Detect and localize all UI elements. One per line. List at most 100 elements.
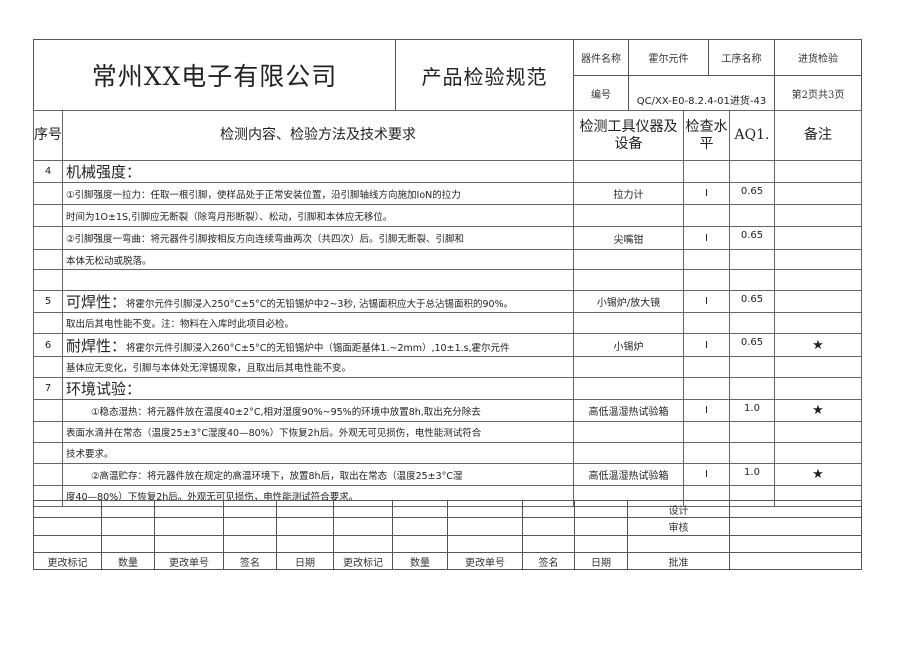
table-row: 本体无松动或脱落。: [33, 249, 862, 270]
seq-number: [33, 204, 63, 227]
level-cell: I: [683, 182, 730, 205]
requirement-text: ①稳态湿热：将元器件放在温度40±2°C,相对湿度90%~95%的环境中放置8h…: [91, 406, 481, 418]
requirement-text: 取出后其电性能不变。注：物料在入库时此项目必检。: [66, 319, 295, 330]
content-cell: 技术要求。: [62, 442, 574, 464]
revision-label: 更改标记: [33, 552, 102, 570]
col-level: 检查水平: [683, 110, 730, 161]
level-cell: I: [683, 226, 730, 250]
revision-cell: [574, 535, 628, 553]
requirement-text: ①引脚强度一拉力：任取一根引脚，使样品处于正常安装位置，沿引脚轴线方向施加IoN…: [66, 189, 461, 201]
level-cell: [683, 442, 730, 464]
tool-cell: 小锡炉: [573, 333, 684, 357]
table-row: 取出后其电性能不变。注：物料在入库时此项目必检。: [33, 312, 862, 334]
seq-number: [33, 463, 63, 486]
requirement-text: 将霍尔元件引脚浸入250°C±5°C的无铅锡炉中2~3秒, 沾锡面积应大于总沾锡…: [126, 299, 514, 310]
aql-cell: [729, 377, 775, 400]
revision-cell: [276, 535, 334, 553]
requirement-text: 本体无松动或脱落。: [66, 255, 152, 267]
aql-cell: [729, 421, 775, 443]
requirement-text: ②引脚强度一弯曲：将元器件引脚按相反方向连续弯曲两次（共四次）后。引脚无断裂、引…: [66, 234, 465, 245]
seq-number: [33, 312, 63, 334]
revision-cell: [154, 517, 224, 536]
revision-label: 数量: [101, 552, 155, 570]
tool-cell: 高低温湿热试验箱: [573, 463, 684, 486]
table-row: 7 环境试验：: [33, 377, 862, 400]
tool-cell: 小锡炉/放大镜: [573, 290, 684, 313]
revision-cell: [447, 535, 523, 553]
requirement-text: 度40—80%）下恢复2h后。外观无可见损伤，电性能测试符合要求。: [66, 492, 359, 503]
revision-cell: [101, 500, 155, 518]
revision-footer: 设计 审核 更改标记 数量 更改单号 签名 日期 更改标记 数量 更改单号 签名 日期 批准: [33, 500, 862, 570]
remark-cell: [774, 269, 862, 291]
revision-label: 签名: [223, 552, 277, 570]
table-row: ①稳态湿热：将元器件放在温度40±2°C,相对湿度90%~95%的环境中放置8h…: [33, 399, 862, 422]
signature-cell: [729, 500, 862, 518]
revision-label: 日期: [574, 552, 628, 570]
code-label: 编号: [573, 75, 629, 111]
aql-cell: [729, 269, 775, 291]
level-cell: I: [683, 463, 730, 486]
revision-cell: [392, 517, 448, 536]
remark-cell: [774, 226, 862, 250]
remark-cell: [774, 182, 862, 205]
col-tools: 检测工具仪器及设备: [573, 110, 684, 161]
requirement-text: ②高温贮存：将元器件放在规定的高温环境下，放置8h后，取出在常态（温度25±3°…: [91, 470, 463, 482]
document-title: 产品检验规范: [395, 39, 574, 111]
process-value: 进货检验: [774, 39, 862, 76]
level-cell: [683, 312, 730, 334]
col-remarks: 备注: [774, 110, 862, 161]
section-title: 机械强度：: [66, 163, 142, 181]
level-cell: [683, 421, 730, 443]
revision-label: 签名: [522, 552, 575, 570]
aql-cell: [729, 356, 775, 378]
revision-cell: [101, 535, 155, 553]
page-number: 第2页共3页: [774, 75, 862, 111]
tool-cell: [573, 442, 684, 464]
col-content: 检测内容、检验方法及技术要求: [62, 110, 574, 161]
requirement-text: 将霍尔元件引脚浸入260°C±5°C的无铅锡炉中（锡面距基体1.~2mm）,10…: [126, 342, 510, 354]
revision-cell: [522, 517, 575, 536]
revision-row: [33, 535, 862, 553]
content-cell: 取出后其电性能不变。注：物料在入库时此项目必检。: [62, 312, 574, 334]
content-cell: 可焊性：将霍尔元件引脚浸入250°C±5°C的无铅锡炉中2~3秒, 沾锡面积应大…: [62, 290, 574, 313]
signature-cell: [729, 552, 862, 570]
table-row: 时间为1O±1S,引脚应无断裂（除弯月形断裂）、松动，引脚和本体应无移位。: [33, 204, 862, 227]
aql-cell: 0.65: [729, 333, 775, 357]
seq-number: 4: [33, 160, 63, 183]
remark-cell: [774, 249, 862, 270]
content-cell: 基体应无变化，引脚与本体处无滓锡现象，且取出后其电性能不变。: [62, 356, 574, 378]
aql-cell: [729, 204, 775, 227]
remark-cell: ★: [774, 463, 862, 486]
table-row: ②引脚强度一弯曲：将元器件引脚按相反方向连续弯曲两次（共四次）后。引脚无断裂、引…: [33, 226, 862, 250]
aql-cell: [729, 442, 775, 464]
aql-cell: 1.0: [729, 399, 775, 422]
signoff-cell: [627, 535, 730, 553]
table-row: 表面水滴并在常态（温度25±3°C湿度40—80%）下恢复2h后。外观无可见损伤…: [33, 421, 862, 443]
remark-cell: [774, 204, 862, 227]
seq-number: [33, 442, 63, 464]
tool-cell: [573, 204, 684, 227]
revision-label: 更改单号: [154, 552, 224, 570]
level-cell: I: [683, 333, 730, 357]
signature-cell: [729, 535, 862, 553]
revision-row: 设计: [33, 500, 862, 518]
table-row: 基体应无变化，引脚与本体处无滓锡现象，且取出后其电性能不变。: [33, 356, 862, 378]
revision-cell: [522, 500, 575, 518]
content-cell: 机械强度：: [62, 160, 574, 183]
level-cell: [683, 204, 730, 227]
table-row: 4 机械强度：: [33, 160, 862, 183]
tool-cell: [573, 356, 684, 378]
table-row: 技术要求。: [33, 442, 862, 464]
table-row: 5 可焊性：将霍尔元件引脚浸入250°C±5°C的无铅锡炉中2~3秒, 沾锡面积…: [33, 290, 862, 313]
revision-label: 数量: [392, 552, 448, 570]
part-name-value: 霍尔元件: [628, 39, 709, 76]
tool-cell: [573, 312, 684, 334]
revision-cell: [447, 500, 523, 518]
revision-cell: [333, 517, 393, 536]
seq-number: [33, 182, 63, 205]
revision-cell: [101, 517, 155, 536]
part-name-label: 器件名称: [573, 39, 629, 76]
content-cell: 表面水滴并在常态（温度25±3°C湿度40—80%）下恢复2h后。外观无可见损伤…: [62, 421, 574, 443]
revision-cell: [223, 517, 277, 536]
company-name: 常州XX电子有限公司: [33, 39, 396, 111]
